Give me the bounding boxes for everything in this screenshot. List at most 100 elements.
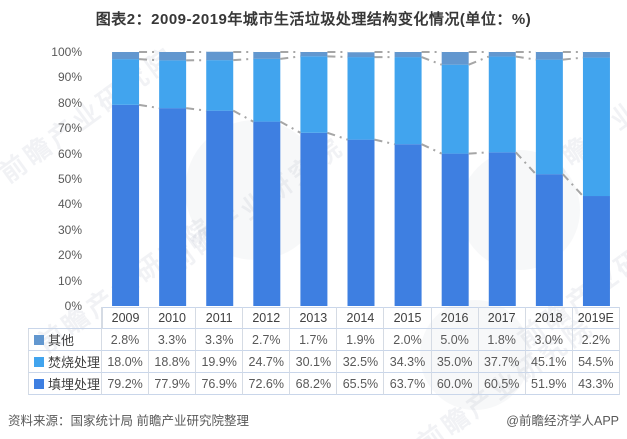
bar-segment-焚烧处理 bbox=[535, 59, 563, 175]
table-value-cell: 34.3% bbox=[384, 351, 432, 373]
table-value-cell: 2.2% bbox=[572, 329, 620, 351]
table-value-cell: 32.5% bbox=[337, 351, 385, 373]
series-line bbox=[138, 58, 160, 62]
series-line bbox=[280, 55, 301, 60]
bar-segment-其他 bbox=[582, 52, 610, 58]
series-line bbox=[468, 55, 490, 66]
series-line bbox=[374, 138, 395, 146]
table-value-cell: 68.2% bbox=[290, 373, 338, 395]
y-axis-tick: 0% bbox=[64, 299, 82, 313]
bar-segment-其他 bbox=[535, 52, 563, 60]
bar-segment-填埋处理 bbox=[206, 110, 234, 306]
table-value-cell: 79.2% bbox=[102, 373, 150, 395]
bar-segment-其他 bbox=[159, 52, 187, 61]
table-year-header: 2013 bbox=[290, 307, 338, 329]
table-value-cell: 2.8% bbox=[102, 329, 150, 351]
bar-segment-焚烧处理 bbox=[159, 60, 187, 109]
table-year-header: 2011 bbox=[196, 307, 244, 329]
table-value-cell: 60.0% bbox=[431, 373, 479, 395]
bar-segment-填埋处理 bbox=[253, 121, 281, 306]
series-line bbox=[562, 56, 584, 61]
bar-segment-焚烧处理 bbox=[112, 59, 140, 105]
bar-segment-填埋处理 bbox=[347, 139, 375, 306]
table-value-cell: 65.5% bbox=[337, 373, 385, 395]
series-line bbox=[562, 173, 584, 197]
legend-cell: 其他 bbox=[28, 329, 102, 351]
bar-segment-填埋处理 bbox=[488, 152, 516, 306]
legend-cell: 焚烧处理 bbox=[28, 351, 102, 373]
table-year-header: 2016 bbox=[431, 307, 479, 329]
y-axis-tick: 90% bbox=[57, 70, 82, 85]
table-value-cell: 1.9% bbox=[337, 329, 385, 351]
y-axis-tick: 30% bbox=[57, 222, 82, 237]
series-line bbox=[421, 56, 443, 66]
table-year-header: 2017 bbox=[478, 307, 526, 329]
series-line bbox=[515, 151, 537, 175]
table-value-cell: 24.7% bbox=[243, 351, 291, 373]
table-value-cell: 1.8% bbox=[478, 329, 526, 351]
table-year-header: 2012 bbox=[243, 307, 291, 329]
y-axis-tick: 100% bbox=[51, 45, 82, 59]
bar-segment-其他 bbox=[300, 52, 328, 57]
table-value-cell: 37.7% bbox=[478, 351, 526, 373]
table-year-header: 2009 bbox=[102, 307, 150, 329]
bar-segment-填埋处理 bbox=[394, 144, 422, 306]
data-table: 2009 2010 2011 2012 2013 2014 2015 2016 2017 2018… bbox=[28, 307, 620, 395]
table-value-cell: 76.9% bbox=[196, 373, 244, 395]
legend-swatch-icon bbox=[34, 378, 44, 389]
bar-segment-焚烧处理 bbox=[394, 57, 422, 145]
series-line bbox=[186, 107, 207, 112]
table-row: 焚烧处理 18.0% 18.8% 19.9% 24.7% 30.1% 32.5% 34.3% 3… bbox=[28, 351, 620, 373]
table-value-cell: 5.0% bbox=[431, 329, 479, 351]
chart-footer: 资料来源：国家统计局 前瞻产业研究院整理 @前瞻经济学人APP bbox=[8, 410, 619, 429]
table-value-cell: 51.9% bbox=[525, 373, 573, 395]
bar-segment-其他 bbox=[488, 52, 516, 57]
y-axis-tick: 20% bbox=[57, 248, 82, 263]
legend-label: 焚烧处理 bbox=[48, 355, 101, 370]
series-line bbox=[421, 143, 443, 155]
legend-swatch-icon bbox=[34, 334, 44, 345]
table-corner-cell bbox=[28, 307, 102, 329]
credit-text: @前瞻经济学人APP bbox=[506, 414, 619, 428]
y-axis-tick: 40% bbox=[57, 197, 82, 212]
series-line bbox=[468, 151, 489, 155]
table-value-cell: 45.1% bbox=[525, 351, 573, 373]
table-year-header: 2014 bbox=[337, 307, 385, 329]
table-value-cell: 63.7% bbox=[384, 373, 432, 395]
legend-label: 其他 bbox=[48, 333, 75, 348]
bar-segment-填埋处理 bbox=[441, 153, 469, 306]
y-axis-tick: 60% bbox=[57, 146, 82, 161]
table-value-cell: 54.5% bbox=[572, 351, 620, 373]
table-value-cell: 30.1% bbox=[290, 351, 338, 373]
bar-segment-其他 bbox=[112, 52, 140, 60]
bar-segment-填埋处理 bbox=[582, 196, 610, 306]
bar-segment-填埋处理 bbox=[535, 174, 563, 306]
table-header-row: 2009 2010 2011 2012 2013 2014 2015 2016 2017 2018… bbox=[28, 307, 620, 329]
table-value-cell: 18.8% bbox=[149, 351, 197, 373]
bar-segment-其他 bbox=[394, 52, 422, 58]
table-value-cell: 2.0% bbox=[384, 329, 432, 351]
table-value-cell: 2.7% bbox=[243, 329, 291, 351]
y-axis-tick: 50% bbox=[57, 172, 82, 186]
series-line bbox=[515, 55, 537, 61]
table-row: 其他 2.8% 3.3% 3.3% 2.7% 1.7% 1.9% 2.0% 5.0% 1.8% 3.… bbox=[28, 329, 620, 351]
table-row: 填埋处理 79.2% 77.9% 76.9% 72.6% 68.2% 65.5% 63.7% 6… bbox=[28, 373, 620, 395]
bar-segment-其他 bbox=[347, 52, 375, 58]
bar-segment-焚烧处理 bbox=[441, 64, 469, 154]
legend-label: 填埋处理 bbox=[48, 377, 101, 392]
bar-segment-焚烧处理 bbox=[206, 60, 234, 111]
table-year-header: 2019E bbox=[572, 307, 620, 329]
table-year-header: 2010 bbox=[149, 307, 197, 329]
table-value-cell: 43.3% bbox=[572, 373, 620, 395]
table-value-cell: 3.3% bbox=[196, 329, 244, 351]
series-line bbox=[279, 120, 301, 134]
series-line bbox=[232, 109, 254, 123]
bar-segment-焚烧处理 bbox=[253, 58, 281, 122]
legend-cell: 填埋处理 bbox=[28, 373, 102, 395]
y-axis: 100% 90% 80% 70% 60% 50% 40% 30% 20% 10% 0% bbox=[0, 0, 88, 439]
bar-segment-焚烧处理 bbox=[488, 56, 516, 153]
y-axis-tick: 80% bbox=[57, 95, 82, 110]
bar-segment-焚烧处理 bbox=[347, 57, 375, 140]
